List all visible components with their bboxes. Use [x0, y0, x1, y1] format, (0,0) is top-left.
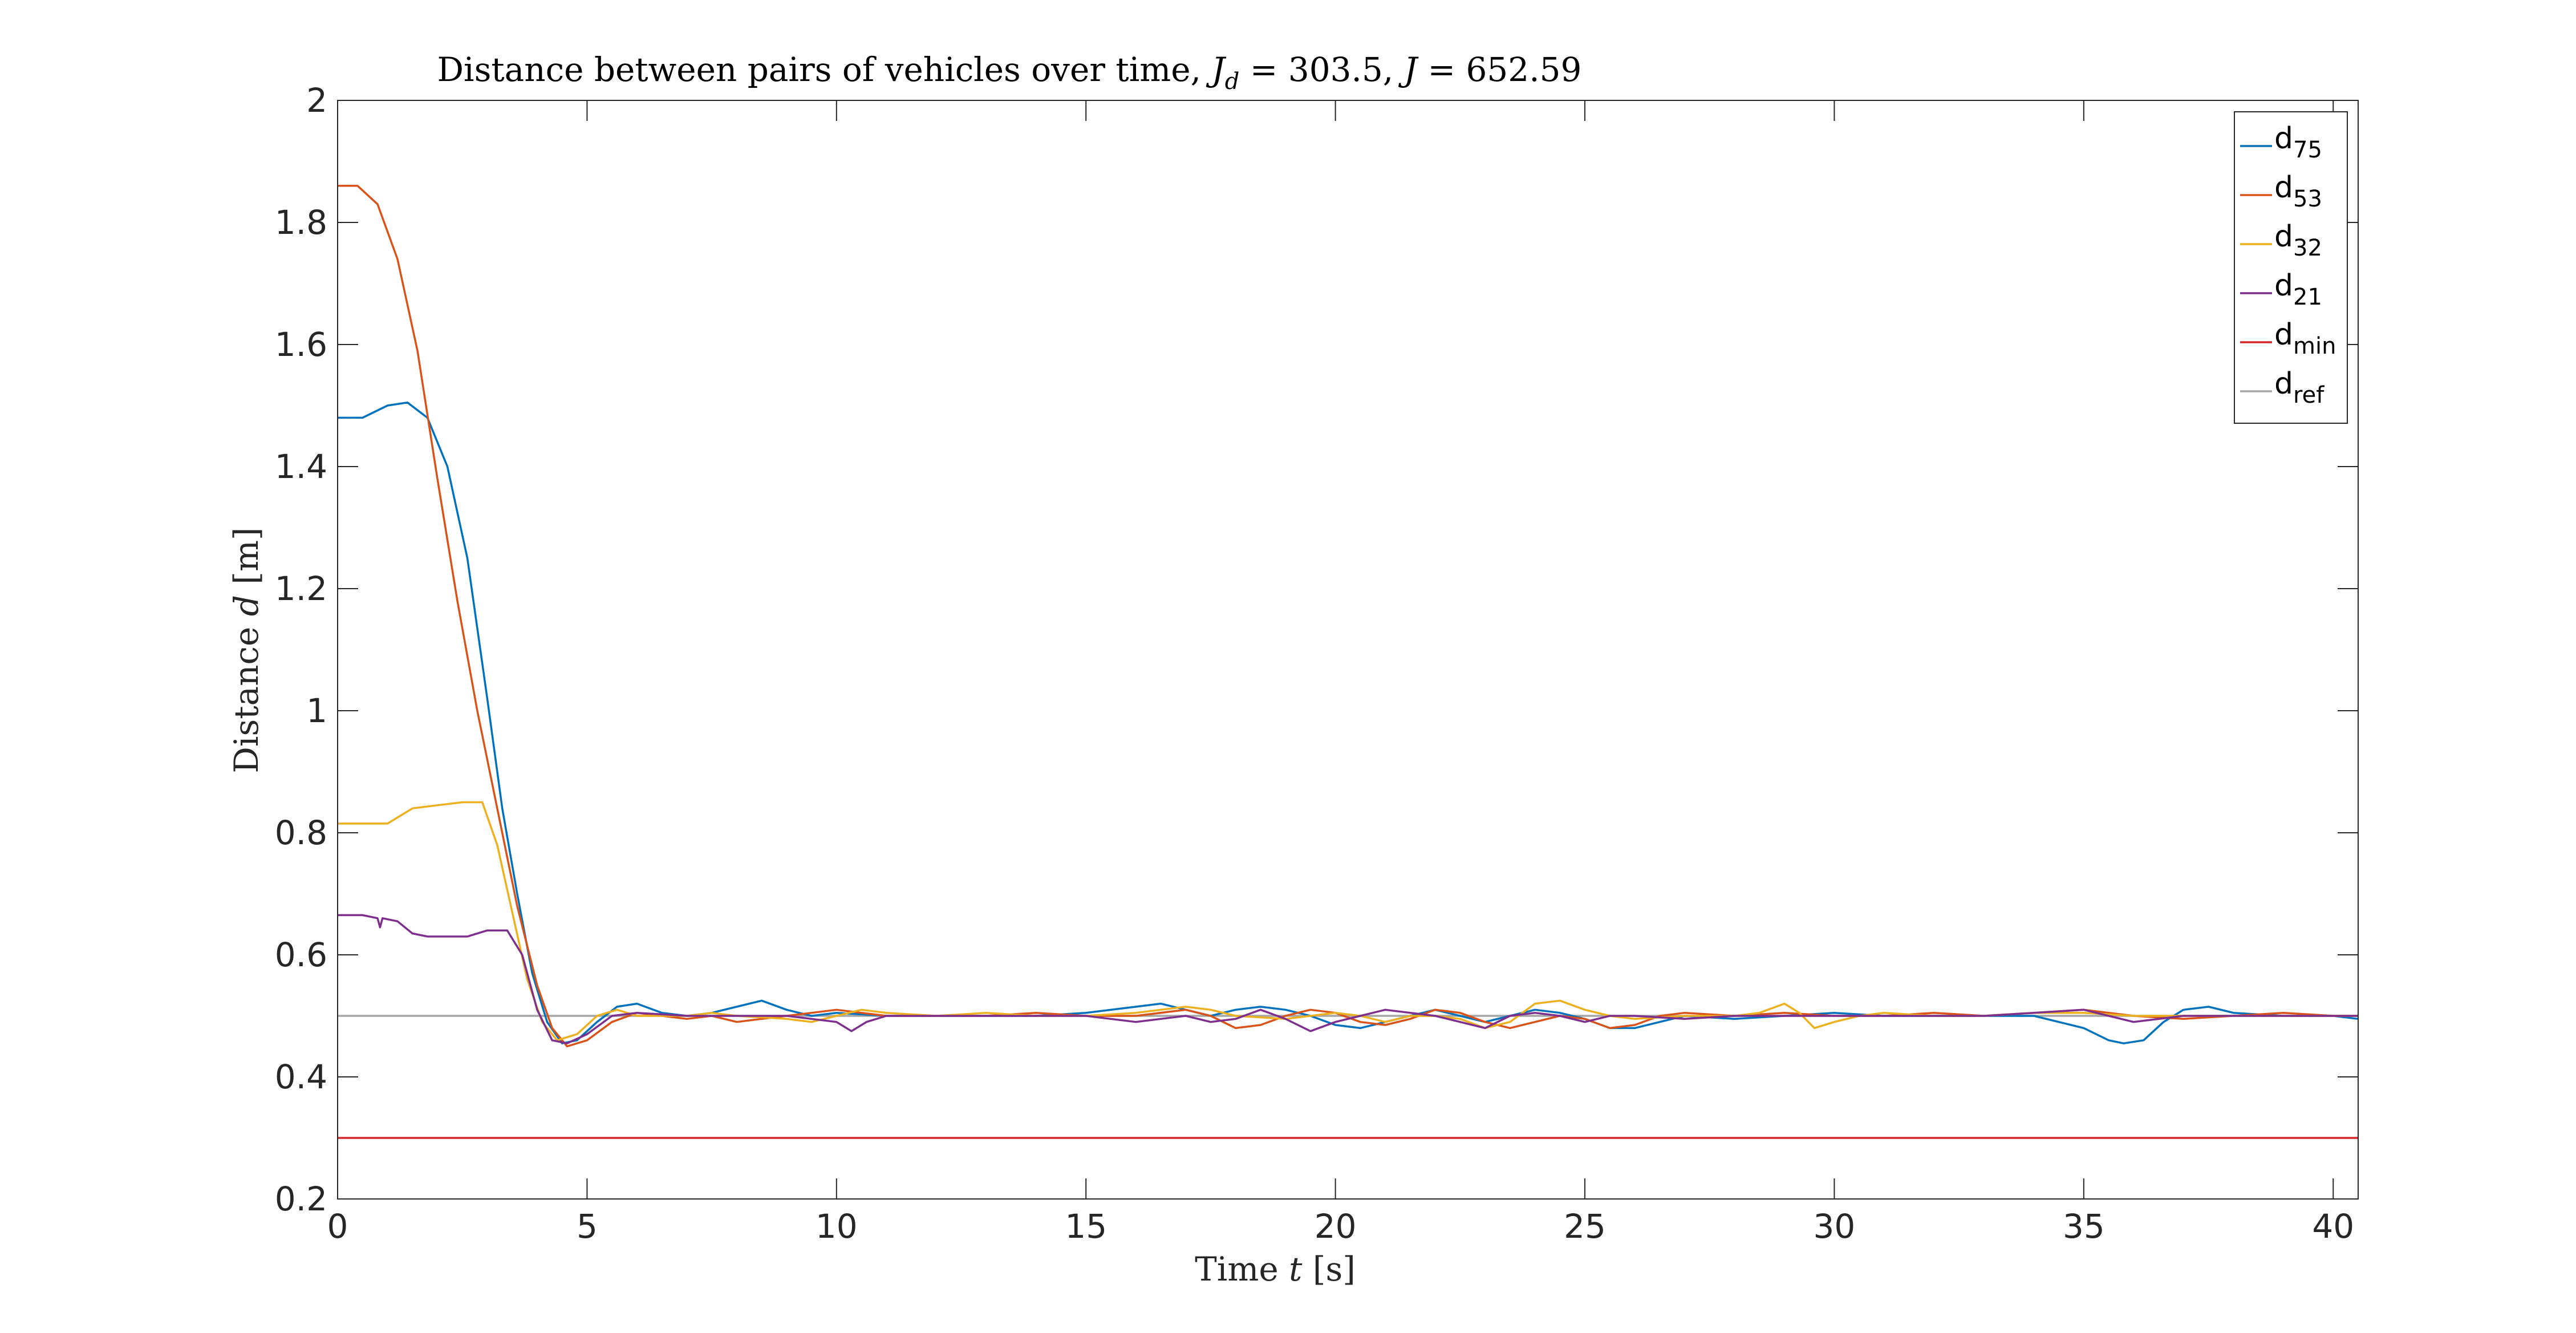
x-tick-label: 15 [1065, 1207, 1107, 1246]
x-tick-label: 10 [816, 1207, 858, 1246]
chart-title: Distance between pairs of vehicles over … [437, 50, 1582, 95]
x-axis-label: Time t [s] [1195, 1250, 1356, 1289]
y-tick-label: 1.8 [275, 203, 327, 242]
x-tick-label: 0 [327, 1207, 348, 1246]
x-tick-label: 5 [577, 1207, 598, 1246]
y-tick-label: 0.4 [275, 1058, 327, 1096]
legend-entry-dref: dref [2274, 367, 2325, 408]
legend-entry-d32: d32 [2274, 220, 2322, 261]
y-axis-label: Distance d [m] [227, 527, 266, 773]
legend-entry-d21: d21 [2274, 269, 2322, 310]
x-tick-label: 35 [2063, 1207, 2105, 1246]
series-line-d21 [338, 914, 2358, 1044]
x-tick-label: 20 [1315, 1207, 1357, 1246]
y-tick-label: 0.2 [275, 1180, 327, 1218]
y-tick-label: 0.6 [275, 935, 327, 974]
legend-entry-d53: d53 [2274, 171, 2322, 212]
x-tick-label: 25 [1564, 1207, 1606, 1246]
x-tick-label: 30 [1814, 1207, 1856, 1246]
legend-entry-d75: d75 [2274, 121, 2322, 163]
legend: d75 d53 d32 d21 dmin dref [2234, 111, 2348, 424]
series-layer [338, 185, 2359, 1139]
axes-layer: 0 5 10 15 20 25 30 35 40 0.2 0.4 0.6 0.8 1 1.2 1.4 1.6 1.… [275, 81, 2359, 1246]
plot-area: 0 5 10 15 20 25 30 35 40 0.2 0.4 0.6 0.8 1 1.2 1.4 1.6 1.… [275, 81, 2359, 1246]
legend-entry-dmin: dmin [2274, 318, 2336, 359]
y-tick-label: 1 [306, 691, 327, 730]
y-tick-label: 1.4 [275, 447, 327, 486]
y-tick-label: 0.8 [275, 813, 327, 852]
y-tick-label: 1.2 [275, 569, 327, 608]
x-tick-label: 40 [2312, 1207, 2354, 1246]
legend-box [2234, 111, 2348, 424]
plot-background [338, 100, 2358, 1199]
y-tick-label: 1.6 [275, 325, 327, 364]
axes-frame [337, 100, 2359, 1200]
y-tick-label: 2 [306, 81, 327, 120]
